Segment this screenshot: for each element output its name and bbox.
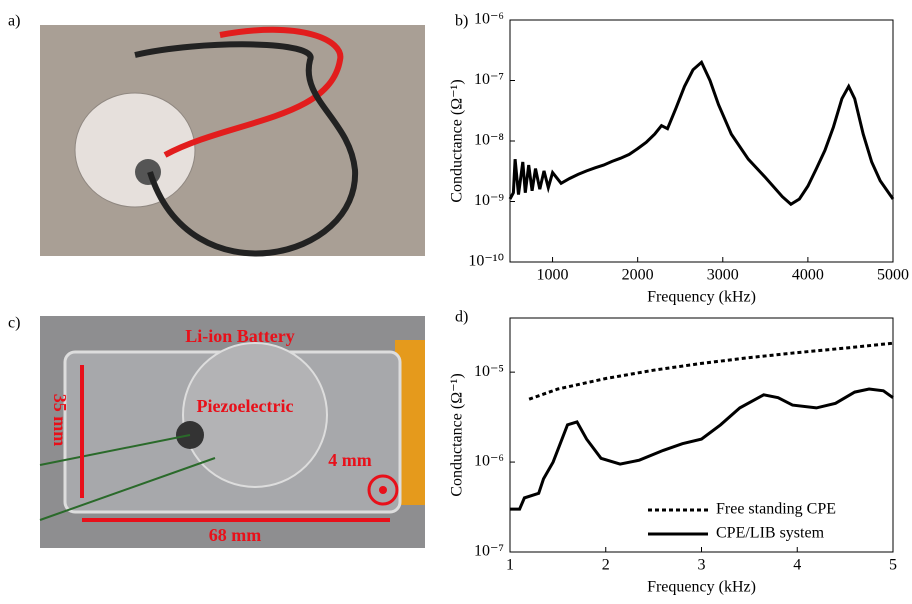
x-axis-label: Frequency (kHz) [647, 579, 756, 596]
y-tick-label: 10⁻⁹ [474, 192, 504, 209]
hole-label: 4 mm [328, 450, 372, 470]
x-axis-label: Frequency (kHz) [647, 289, 756, 306]
legend-label: CPE/LIB system [716, 525, 825, 542]
panel-label: d) [455, 309, 468, 326]
width-label: 68 mm [209, 525, 262, 545]
x-tick-label: 3 [698, 557, 706, 574]
x-tick-label: 3000 [707, 267, 739, 284]
panel-label: b) [455, 13, 468, 30]
y-tick-label: 10⁻⁸ [474, 132, 504, 149]
x-tick-label: 2000 [622, 267, 654, 284]
y-tick-label: 10⁻⁷ [474, 543, 504, 560]
battery-label: Li-ion Battery [185, 326, 295, 346]
x-tick-label: 2 [602, 557, 610, 574]
height-label: 35 mm [50, 394, 70, 447]
x-tick-label: 4000 [792, 267, 824, 284]
y-axis-label: Conductance (Ω⁻¹) [449, 373, 466, 496]
data-line [528, 341, 894, 401]
y-tick-label: 10⁻⁶ [474, 453, 504, 470]
data-line [510, 387, 894, 511]
x-tick-label: 5000 [877, 267, 909, 284]
x-tick-label: 4 [793, 557, 801, 574]
panel-label: a) [8, 13, 20, 30]
y-axis-label: Conductance (Ω⁻¹) [449, 79, 466, 202]
piezo-label: Piezoelectric [197, 396, 294, 416]
data-line [508, 59, 895, 207]
panel-label: c) [8, 315, 20, 332]
legend-label: Free standing CPE [716, 501, 836, 518]
y-tick-label: 10⁻⁶ [474, 11, 504, 28]
y-tick-label: 10⁻¹⁰ [468, 253, 504, 270]
x-tick-label: 5 [889, 557, 897, 574]
x-tick-label: 1 [506, 557, 514, 574]
y-tick-label: 10⁻⁵ [474, 363, 504, 380]
y-tick-label: 10⁻⁷ [474, 71, 504, 88]
photo-a [40, 25, 425, 257]
x-tick-label: 1000 [537, 267, 569, 284]
photo-c: Li-ion Battery Piezoelectric 35 mm 4 mm … [39, 316, 425, 548]
plot-box [509, 19, 894, 263]
